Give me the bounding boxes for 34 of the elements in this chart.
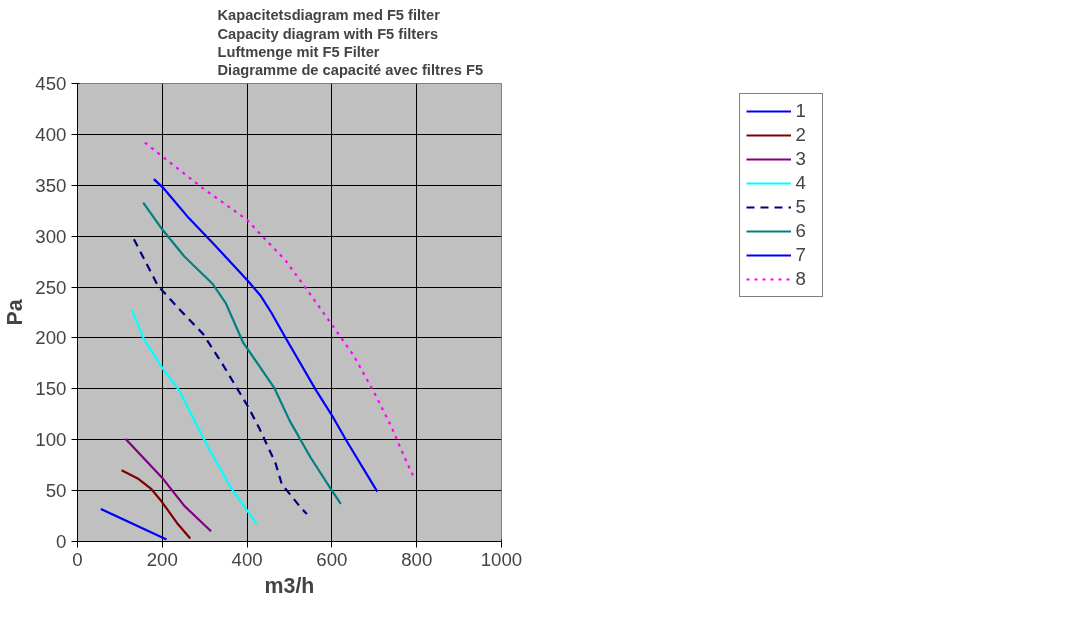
x-tick-label: 600 [316,548,348,570]
y-tick-label: 50 [45,480,67,502]
legend-label: 2 [795,124,807,146]
legend-label: 3 [795,148,807,170]
x-tick-label: 400 [231,548,263,570]
line-series [131,309,258,526]
line-series [120,469,192,540]
legend-label: 4 [795,172,807,194]
line-series [142,201,342,505]
line-series [124,437,213,533]
x-tick-label: 0 [72,548,83,570]
line-series [152,178,379,493]
y-tick-label: 350 [35,174,67,196]
y-tick-label: 100 [35,429,67,451]
x-tick-label: 800 [401,548,433,570]
line-series [143,141,414,477]
y-tick-label: 0 [56,531,67,552]
x-tick-label: 200 [146,548,178,570]
y-tick-label: 250 [35,276,67,298]
legend-label: 6 [795,220,807,242]
y-axis-title: Pa [3,299,28,326]
legend-label: 1 [795,100,807,122]
y-tick-label: 200 [35,327,67,349]
line-series [132,238,308,516]
x-tick-label: 1000 [480,548,523,570]
y-tick-label: 300 [35,225,67,247]
y-tick-label: 150 [35,378,67,400]
legend-label: 8 [795,268,807,290]
legend-label: 5 [795,196,807,218]
x-axis-title: m3/h [264,573,315,598]
legend-label: 7 [795,244,807,266]
chart-title: Kapacitetsdiagram med F5 filter Capacity diagram with F5 filters Luftmenge mit F5 Filter Diagramme de capacité avec filtres F5 [217,7,484,79]
y-tick-label: 400 [35,123,67,145]
y-tick-label: 450 [35,73,67,94]
